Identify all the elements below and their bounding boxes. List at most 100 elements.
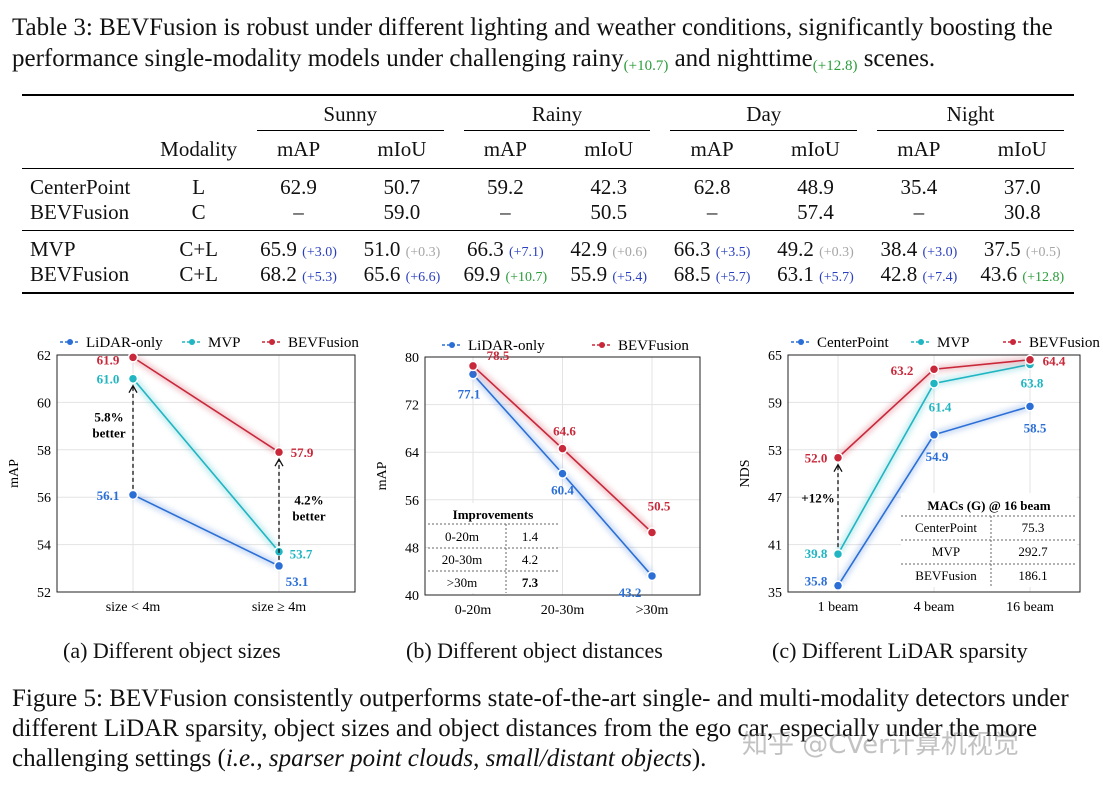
data-label: 56.1 <box>97 488 120 503</box>
cell-value: 68.5 <box>673 262 711 286</box>
y-tick-label: 56 <box>405 494 419 509</box>
data-label: 61.0 <box>97 372 120 387</box>
x-tick-label: 4 beam <box>914 600 955 615</box>
data-point <box>127 489 139 501</box>
inset-cell: BEVFusion <box>915 568 977 583</box>
cell-value: 57.4 <box>797 200 834 224</box>
table-cell: 37.0 <box>970 168 1074 200</box>
cell-value: 62.9 <box>280 175 317 199</box>
y-tick-label: 53 <box>768 444 782 459</box>
y-axis-label: mAP <box>375 461 390 490</box>
rainy-gain: (+10.7) <box>623 58 669 74</box>
table-cell: 42.9 (+0.6) <box>557 230 661 262</box>
legend-entry: BEVFusion <box>1003 335 1100 351</box>
y-tick-label: 47 <box>768 491 782 506</box>
x-tick-label: size < 4m <box>106 600 161 615</box>
inset-table-improvements: Improvements 0-20m 1.4 20-30m 4.2 >30m 7.3 <box>428 503 560 593</box>
plot-frame <box>424 356 701 596</box>
cell-value: 50.7 <box>383 175 421 199</box>
data-point <box>928 429 940 441</box>
arrow-head <box>128 384 138 394</box>
data-label: 64.4 <box>1043 354 1066 369</box>
chart-object-distances: 40 48 56 64 72 80 0-20m 20-30m >30m mAP LiDAR-only… <box>375 338 701 618</box>
svg-text:LiDAR-only: LiDAR-only <box>86 335 163 351</box>
table-cell: 68.2 (+5.3) <box>247 262 350 293</box>
cell-value: 43.6 <box>980 262 1018 286</box>
y-tick-label: 41 <box>768 539 782 554</box>
y-tick-label: 48 <box>405 541 419 556</box>
series-line-bevfusion <box>132 356 280 453</box>
table-cell: 43.6 (+12.8) <box>971 262 1074 293</box>
cell-value: 42.8 <box>880 262 918 286</box>
cell-value: 50.5 <box>590 200 628 224</box>
svg-text:BEVFusion: BEVFusion <box>618 338 689 354</box>
y-tick-label: 72 <box>405 399 419 414</box>
cell-value: 48.9 <box>797 175 834 199</box>
legend-entry: MVP <box>911 335 970 351</box>
cell-value: 49.2 <box>777 237 814 261</box>
data-point <box>928 378 940 389</box>
inset-table-macs: MACs (G) @ 16 beam CenterPoint 75.3 MVP 292.… <box>901 493 1077 587</box>
table-cell: 51.0 (+0.3) <box>350 230 454 262</box>
data-label: 52.0 <box>805 451 828 466</box>
cell-value: 51.0 <box>363 237 401 261</box>
cell-value: 65.6 <box>363 262 401 286</box>
y-tick-label: 60 <box>37 396 51 411</box>
data-label: 63.8 <box>1021 375 1044 390</box>
table-group-header: Sunny Rainy Day Night <box>22 94 1074 131</box>
data-label: 77.1 <box>458 386 481 401</box>
table-cell: 49.2 (+0.3) <box>763 230 868 262</box>
chart-object-sizes: 52 54 56 58 60 62 size < 4m size ≥ 4m mAP LiDAR-o… <box>7 335 359 615</box>
cell-value: 62.8 <box>693 175 731 199</box>
table-cell: 38.4 (+3.0) <box>867 230 971 262</box>
data-point <box>1024 354 1036 365</box>
cell-value: 37.5 <box>983 237 1021 261</box>
group-header-day: Day <box>660 94 868 131</box>
legend-entry: BEVFusion <box>262 335 359 351</box>
chart-lidar-sparsity: 35 41 47 53 59 65 1 beam 4 beam 16 beam NDS Center… <box>738 335 1100 615</box>
cell-value: 69.9 <box>463 262 501 286</box>
cell-value: 59.2 <box>486 175 524 199</box>
y-axis-label: mAP <box>7 459 22 488</box>
group-header-night: Night <box>867 94 1074 131</box>
inset-cell: >30m <box>447 575 477 590</box>
data-point <box>273 560 285 572</box>
metric-header: mAP <box>483 137 527 161</box>
cell-delta: (+7.4) <box>922 270 958 285</box>
y-axis-label: NDS <box>738 459 753 487</box>
table-caption: Table 3: BEVFusion is robust under diffe… <box>12 14 1053 74</box>
inset-title: Improvements <box>453 507 534 522</box>
table-cell: 69.9 (+10.7) <box>454 262 557 293</box>
group-header-sunny: Sunny <box>246 94 454 131</box>
inset-cell: CenterPoint <box>915 520 977 535</box>
figure-caption: Figure 5: BEVFusion consistently outperf… <box>12 685 1069 772</box>
cell-delta: (+6.6) <box>405 270 441 285</box>
row-method: CenterPoint <box>22 168 151 200</box>
table-metric-header: Modality mAP mIoU mAP mIoU mAP mIoU mAP mIoU <box>22 131 1074 169</box>
annotation-text: 5.8% <box>94 409 123 424</box>
inset-cell: 0-20m <box>445 529 479 544</box>
table-cell: 48.9 <box>763 168 868 200</box>
row-modality: C+L <box>179 262 218 286</box>
table-cell: 62.8 <box>660 168 764 200</box>
annotation-text: 4.2% <box>294 492 323 507</box>
cell-delta: (+0.5) <box>1025 245 1061 260</box>
cell-delta: (+5.3) <box>302 270 337 285</box>
data-label: 78.5 <box>487 348 510 363</box>
y-tick-label: 62 <box>37 349 51 364</box>
x-tick-label: 20-30m <box>541 603 585 618</box>
cell-value: 59.0 <box>383 200 421 224</box>
inset-cell: 7.3 <box>522 575 539 590</box>
table-cell: 63.1 (+5.7) <box>764 262 867 293</box>
y-tick-label: 54 <box>37 539 51 554</box>
row-method: BEVFusion <box>30 200 130 224</box>
cell-value: 66.3 <box>673 237 711 261</box>
cell-delta: (+10.7) <box>505 270 548 285</box>
table-cell: 66.3 (+7.1) <box>453 230 558 262</box>
annotation-text: +12% <box>801 491 834 506</box>
y-tick-label: 64 <box>405 446 419 461</box>
legend-entry: CenterPoint <box>791 335 889 351</box>
data-point <box>832 548 844 560</box>
svg-text:BEVFusion: BEVFusion <box>1029 335 1100 351</box>
table-cell: 59.2 <box>453 168 558 200</box>
